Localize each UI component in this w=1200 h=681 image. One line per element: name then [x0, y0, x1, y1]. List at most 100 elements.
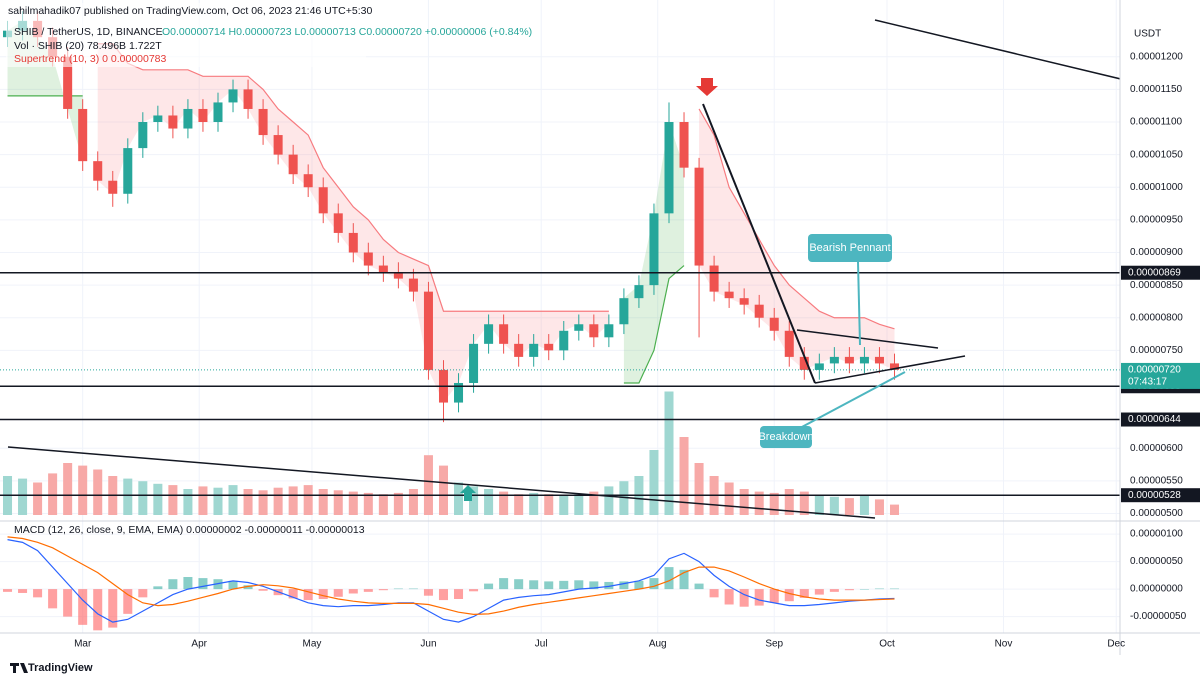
candle-body: [93, 161, 103, 181]
x-tick-label: Dec: [1107, 639, 1125, 650]
volume-bar: [333, 490, 343, 515]
y-tick-label: 0.00001050: [1130, 149, 1183, 160]
candle-body: [153, 115, 163, 123]
volume-bar: [168, 485, 178, 515]
macd-histogram-bar: [619, 581, 629, 590]
trendline: [874, 19, 1120, 80]
volume-bar: [604, 486, 614, 515]
y-tick-label: 0.00000050: [1130, 556, 1183, 567]
candle-body: [228, 89, 238, 103]
macd-histogram-bar: [739, 589, 749, 607]
macd-histogram-bar: [754, 589, 764, 606]
candle-body: [243, 89, 253, 109]
macd-histogram-bar: [378, 589, 388, 591]
candle-body: [63, 56, 73, 109]
candle-body: [799, 356, 809, 370]
level-label-box: [1121, 488, 1200, 503]
macd-histogram-bar: [393, 588, 403, 590]
volume-bar: [288, 486, 298, 515]
y-tick-label: 0.00000950: [1130, 215, 1183, 226]
macd-histogram-bar: [48, 589, 58, 609]
x-tick-label: Apr: [191, 639, 207, 650]
volume-bar: [724, 482, 734, 515]
candle-body: [138, 122, 148, 149]
candle-body: [829, 356, 839, 364]
supertrend-line: [623, 265, 685, 384]
volume-bar: [183, 489, 193, 515]
x-tick-label: Jun: [420, 639, 436, 650]
candle-body: [348, 232, 358, 253]
macd-line: [7, 539, 895, 623]
macd-histogram-bar: [93, 589, 103, 631]
candle-body: [739, 298, 749, 305]
candle-body: [589, 324, 599, 338]
macd-line: [7, 536, 895, 616]
volume-bar: [33, 482, 43, 515]
macd-histogram-bar: [63, 589, 73, 617]
volume-bar: [499, 491, 509, 515]
macd-histogram-bar: [153, 586, 163, 590]
volume-bar: [408, 489, 418, 515]
candle-body: [649, 213, 659, 286]
candle-body: [754, 304, 764, 318]
candle-body: [769, 317, 779, 331]
macd-histogram-bar: [348, 589, 358, 594]
volume-bar: [348, 491, 358, 515]
macd-histogram-bar: [709, 589, 719, 598]
y-tick-label: 0.00000800: [1130, 312, 1183, 323]
candle-body: [213, 102, 223, 123]
macd-histogram-bar: [408, 588, 418, 590]
candle-body: [559, 330, 569, 351]
macd-histogram-bar: [784, 589, 794, 602]
macd-histogram-bar: [318, 589, 328, 599]
candle-body: [874, 356, 884, 364]
candle-body: [634, 285, 644, 299]
volume-bar: [138, 481, 148, 515]
volume-bar: [378, 494, 388, 515]
supertrend-line: [698, 108, 895, 330]
macd-histogram-bar: [108, 589, 118, 628]
x-tick-label: Aug: [649, 639, 667, 650]
volume-bar: [423, 455, 433, 515]
last-price-label: 0.00000720: [1128, 365, 1181, 376]
trendline: [814, 355, 966, 384]
macd-histogram-bar: [634, 580, 644, 590]
x-tick-label: Jul: [535, 639, 548, 650]
volume-bar: [664, 391, 674, 515]
macd-histogram-bar: [724, 589, 734, 605]
candle-body: [889, 363, 900, 370]
candle-body: [664, 122, 674, 214]
y-tick-label: 0.00001000: [1130, 182, 1183, 193]
x-tick-label: Nov: [995, 639, 1013, 650]
macd-histogram-bar: [303, 589, 313, 601]
candle-body: [724, 291, 734, 299]
y-tick-label: -0.00000050: [1130, 611, 1187, 622]
candle-body: [258, 108, 268, 136]
macd-histogram-bar: [559, 580, 569, 590]
candle-body: [514, 343, 524, 357]
volume-legend: Vol · SHIB (20) 78.496B 1.722T: [14, 40, 162, 52]
macd-histogram-bar: [168, 579, 178, 590]
macd-histogram-bar: [499, 578, 509, 590]
macd-histogram-bar: [814, 589, 824, 595]
supertrend-line: [97, 43, 609, 312]
macd-histogram-bar: [544, 581, 554, 590]
macd-histogram-bar: [3, 589, 13, 592]
candle-body: [544, 343, 554, 351]
volume-bar: [844, 498, 854, 515]
published-line: sahilmahadik07 published on TradingView.…: [8, 5, 372, 17]
candle-body: [408, 278, 418, 292]
volume-bar: [78, 465, 88, 515]
y-tick-label: 0.00000750: [1130, 345, 1183, 356]
candle-body: [679, 122, 689, 168]
volume-bar: [318, 489, 328, 515]
volume-bar: [363, 492, 373, 515]
volume-bar: [679, 437, 689, 515]
macd-histogram-bar: [18, 589, 28, 593]
axes: 0.00001200 0.00001150 0.00001100 0.00001050…: [74, 51, 1200, 650]
macd-histogram-bar: [123, 589, 133, 614]
candle-body: [183, 108, 193, 129]
volume-bar: [198, 486, 208, 515]
volume-bar: [544, 494, 554, 515]
volume-bar: [874, 499, 884, 515]
